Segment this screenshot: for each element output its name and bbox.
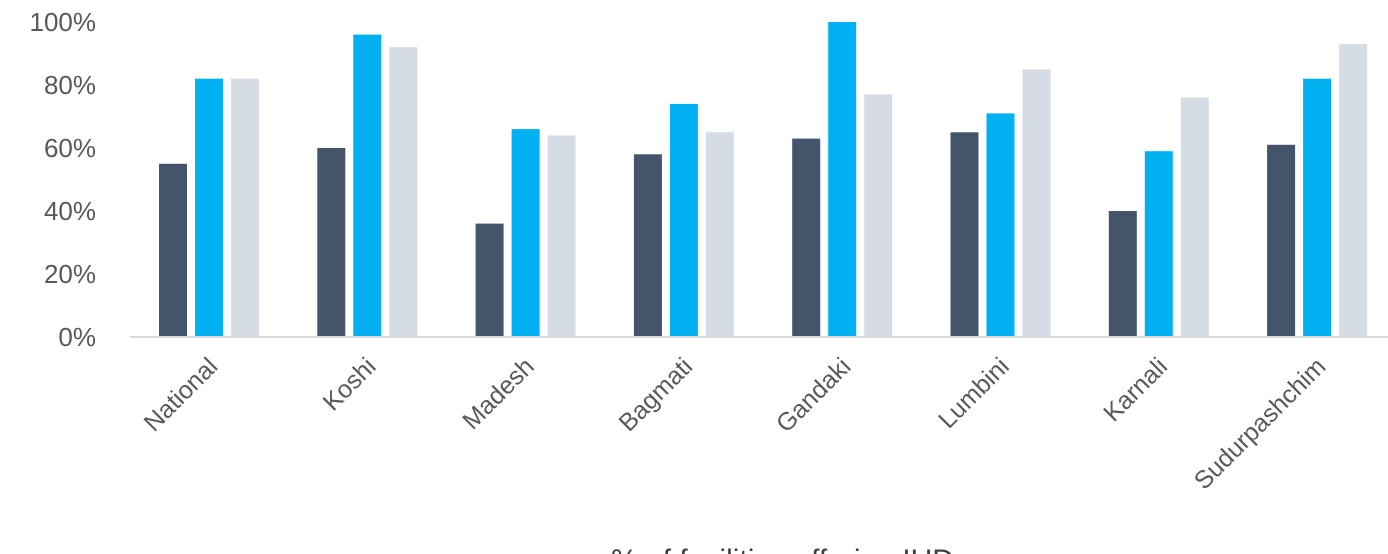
bar-gandaki-series-3 [864,94,893,338]
bar-bagmati-series-3 [705,132,734,338]
bar-sudurpashchim-series-1 [1267,144,1296,337]
bar-national-series-2 [195,78,223,337]
y-tick-label: 100% [30,7,97,37]
y-tick-label: 20% [44,259,96,289]
category-label-lumbini: Lumbini [933,352,1015,434]
bar-gandaki-series-1 [792,138,821,337]
category-labels: National Koshi Madesh Bagmati Gandaki Lumbini… [139,352,1332,495]
bar-lumbini-series-3 [1022,69,1051,338]
category-label-koshi: Koshi [318,352,382,416]
bar-madesh-series-2 [511,129,540,337]
x-axis-title: % of facilities offering IUDs [611,544,969,554]
y-tick-label: 80% [44,70,96,100]
category-label-madesh: Madesh [457,352,540,435]
bar-koshi-series-1 [317,148,346,337]
bar-sudurpashchim-series-2 [1303,78,1332,337]
bar-bagmati-series-2 [669,103,698,338]
bar-gandaki-series-2 [828,22,857,337]
bar-karnali-series-1 [1108,211,1137,337]
y-tick-label: 0% [58,322,96,352]
y-tick-label: 40% [44,196,96,226]
category-label-karnali: Karnali [1098,352,1173,427]
bar-madesh-series-1 [475,223,504,337]
bars [159,22,1368,338]
category-label-sudurpashchim: Sudurpashchim [1189,352,1332,495]
bar-national-series-1 [159,163,187,338]
bar-karnali-series-2 [1144,151,1173,337]
bar-madesh-series-3 [547,135,576,337]
category-label-bagmati: Bagmati [613,352,698,437]
bar-karnali-series-3 [1180,97,1209,337]
bar-bagmati-series-1 [633,154,662,337]
bar-lumbini-series-2 [986,113,1015,338]
category-label-gandaki: Gandaki [771,352,857,438]
bar-national-series-3 [231,78,259,337]
category-label-national: National [139,352,224,437]
bar-lumbini-series-1 [950,132,979,338]
bar-koshi-series-2 [353,34,382,337]
y-tick-label: 60% [44,133,96,163]
bar-koshi-series-3 [389,47,418,337]
bar-sudurpashchim-series-3 [1339,44,1368,337]
y-axis-ticks: 0% 20% 40% 60% 80% 100% [30,7,97,352]
